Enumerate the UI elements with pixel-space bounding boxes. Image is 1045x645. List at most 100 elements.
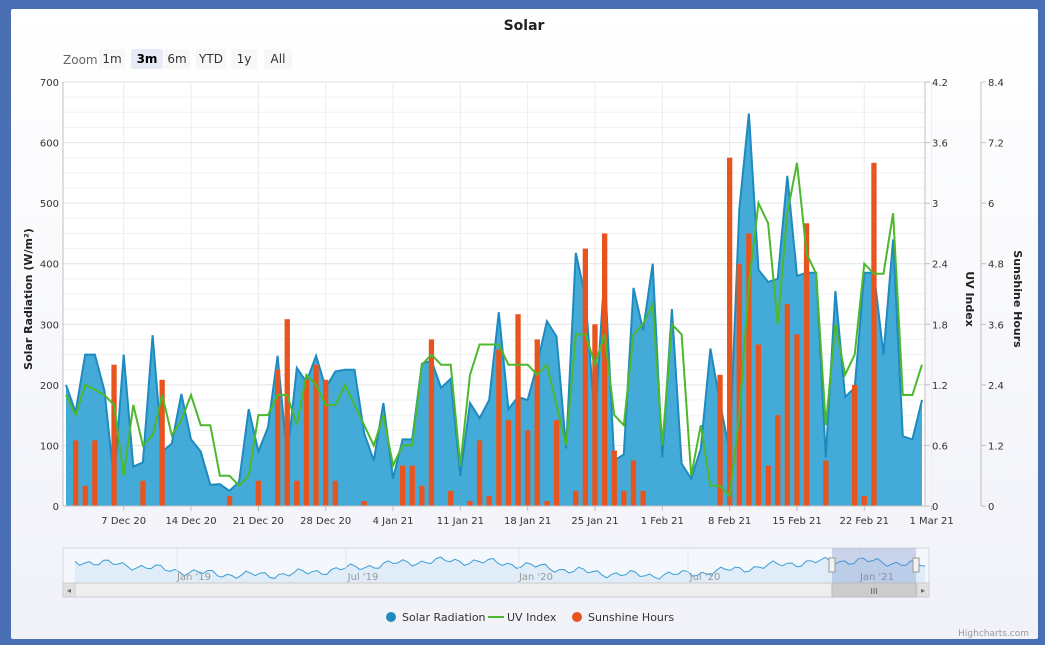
- x-tick-label: 28 Dec 20: [300, 516, 351, 527]
- range-button-label[interactable]: 3m: [137, 52, 158, 66]
- range-button-label[interactable]: 1y: [237, 52, 252, 66]
- x-tick-label: 7 Dec 20: [101, 516, 146, 527]
- sunshine-column: [717, 374, 723, 506]
- sunshine-column: [332, 480, 338, 506]
- navigator-handle-left[interactable]: [828, 557, 836, 573]
- legend-label[interactable]: UV Index: [507, 611, 557, 624]
- sunshine-column: [592, 324, 598, 506]
- range-button-label[interactable]: 1m: [102, 52, 121, 66]
- y-tick-label-left: 200: [40, 381, 59, 392]
- sunshine-column: [602, 233, 608, 506]
- y-tick-label-uv: 0: [932, 502, 938, 513]
- navigator-handle-right[interactable]: [912, 557, 920, 573]
- y-tick-label-left: 700: [40, 78, 59, 89]
- y-tick-label-uv: 1.2: [932, 381, 948, 392]
- sunshine-column: [419, 485, 425, 506]
- scrollbar-left-button[interactable]: [62, 582, 76, 598]
- sunshine-column: [573, 490, 579, 506]
- arrow-right-icon: ▸: [921, 586, 925, 595]
- y-tick-label-left: 400: [40, 260, 59, 271]
- sunshine-column: [82, 485, 88, 506]
- range-button-1m[interactable]: 1m: [99, 49, 125, 69]
- x-tick-label: 22 Feb 21: [840, 516, 890, 527]
- y-tick-label-sunshine: 6: [988, 199, 994, 210]
- sunshine-column: [294, 480, 300, 506]
- sunshine-column: [284, 319, 290, 506]
- sunshine-column: [467, 501, 473, 506]
- y-tick-label-uv: 2.4: [932, 260, 948, 271]
- y-tick-label-sunshine: 8.4: [988, 78, 1004, 89]
- x-tick-label: 14 Dec 20: [165, 516, 216, 527]
- x-tick-label: 11 Jan 21: [437, 516, 484, 527]
- range-button-1y[interactable]: 1y: [231, 49, 257, 69]
- navigator-selection[interactable]: [832, 548, 916, 583]
- sunshine-column: [611, 450, 617, 506]
- sunshine-column: [582, 248, 588, 506]
- legend-item-solar-radiation[interactable]: Solar Radiation: [386, 611, 486, 624]
- sunshine-column: [313, 364, 319, 506]
- y-tick-label-uv: 0.6: [932, 441, 948, 452]
- sunshine-hours-series: [73, 157, 877, 507]
- navigator[interactable]: Jan '19 Jul '19 Jan '20 Jul '20 Jan '21 ◂ ▸ III: [62, 547, 930, 598]
- legend-item-sunshine-hours[interactable]: Sunshine Hours: [572, 611, 674, 624]
- sunshine-column: [515, 314, 521, 506]
- x-tick-label: 21 Dec 20: [233, 516, 284, 527]
- range-button-bg[interactable]: [264, 49, 292, 69]
- sunshine-column: [92, 440, 98, 506]
- range-button-3m[interactable]: 3m: [131, 49, 163, 69]
- y-tick-label-left: 100: [40, 441, 59, 452]
- range-button-bg[interactable]: [131, 49, 163, 69]
- sunshine-column: [621, 490, 627, 506]
- range-button-bg[interactable]: [99, 49, 125, 69]
- legend-symbol: [572, 612, 582, 622]
- y-axis-title-left: Solar Radiation (W/m²): [22, 228, 35, 370]
- legend-label[interactable]: Sunshine Hours: [588, 611, 674, 624]
- sunshine-column: [755, 344, 762, 506]
- sunshine-column: [852, 384, 858, 506]
- uv-index-series: [65, 162, 923, 499]
- legend-label[interactable]: Solar Radiation: [402, 611, 486, 624]
- sunshine-column: [303, 379, 310, 506]
- y-tick-label-sunshine: 3.6: [988, 320, 1004, 331]
- y-tick-label-uv: 1.8: [932, 320, 948, 331]
- sunshine-column: [476, 440, 483, 506]
- sunshine-column: [428, 339, 435, 506]
- legend-item-uv-index[interactable]: UV Index: [488, 611, 557, 624]
- range-button-bg[interactable]: [164, 49, 190, 69]
- sunshine-column: [496, 349, 502, 506]
- x-tick-label: 8 Feb 21: [708, 516, 751, 527]
- navigator-tick-label: Jan '19: [176, 572, 211, 583]
- sunshine-column: [361, 501, 367, 506]
- scrollbar-right-button[interactable]: [916, 582, 930, 598]
- range-button-bg[interactable]: [196, 49, 226, 69]
- scrollbar-thumb[interactable]: [831, 582, 917, 598]
- sunshine-column: [140, 480, 146, 506]
- sunshine-column: [275, 369, 281, 506]
- sunshine-column: [400, 465, 406, 506]
- arrow-left-icon: ◂: [67, 586, 71, 595]
- range-button-label[interactable]: 6m: [167, 52, 186, 66]
- x-tick-label: 1 Mar 21: [909, 516, 953, 527]
- range-selector: Zoom 1m 3m 6m YTD 1y All: [63, 49, 292, 69]
- range-button-all[interactable]: All: [264, 49, 292, 69]
- sunshine-column: [525, 430, 531, 506]
- range-button-6m[interactable]: 6m: [164, 49, 190, 69]
- sunshine-column: [534, 339, 540, 506]
- y-tick-label-sunshine: 7.2: [988, 139, 1004, 150]
- sunshine-column: [823, 460, 829, 506]
- chart-panel: Solar Zoom 1m 3m 6m YTD 1y All 0 100 200 300 400 5…: [11, 9, 1038, 639]
- scrollbar-track[interactable]: [62, 582, 930, 598]
- navigator-tick-label: Jul '20: [689, 572, 721, 583]
- range-button-label[interactable]: YTD: [198, 52, 223, 66]
- sunshine-column: [73, 440, 79, 506]
- sunshine-column: [159, 379, 165, 506]
- sunshine-column: [448, 490, 454, 506]
- y-tick-label-uv: 4.2: [932, 78, 948, 89]
- y-tick-label-left: 600: [40, 139, 59, 150]
- credits-link[interactable]: Highcharts.com: [958, 629, 1029, 639]
- range-button-ytd[interactable]: YTD: [196, 49, 226, 69]
- range-button-label[interactable]: All: [271, 52, 286, 66]
- range-button-bg[interactable]: [231, 49, 257, 69]
- navigator-series-line: [74, 556, 926, 580]
